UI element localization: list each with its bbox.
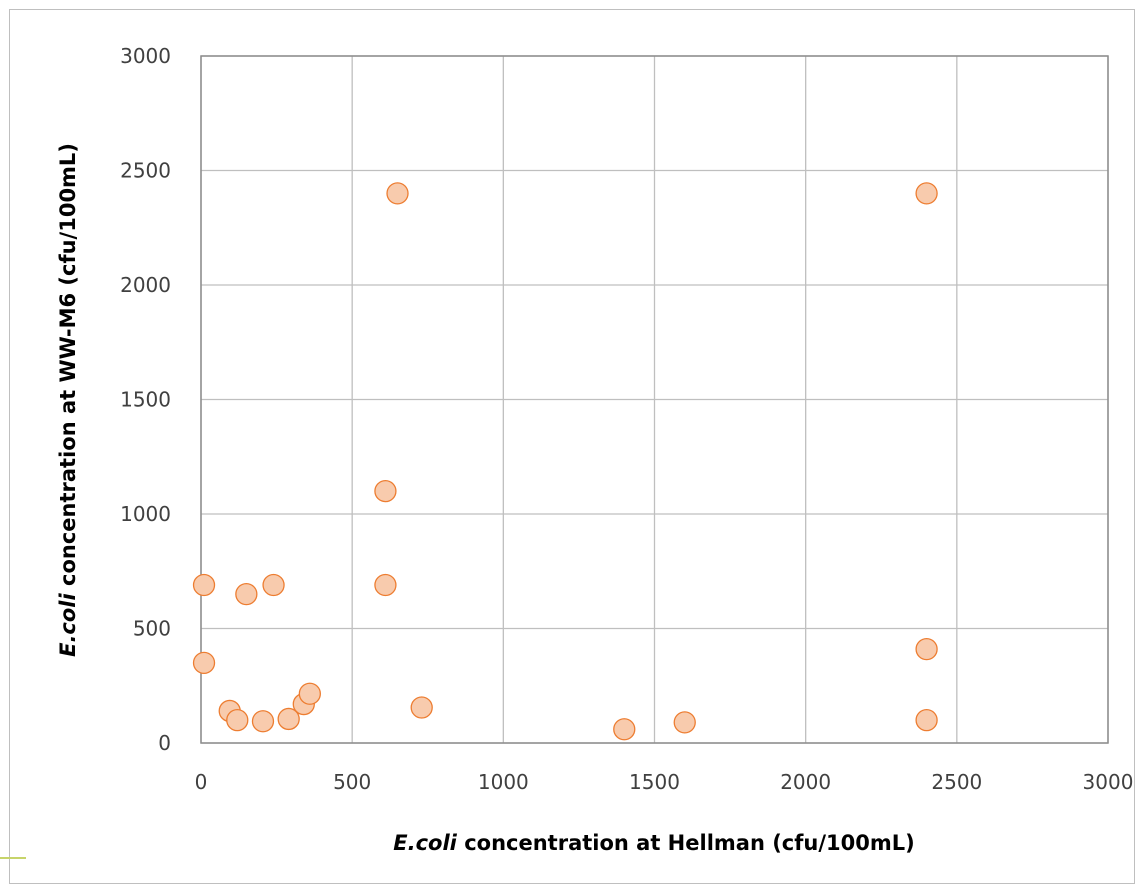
y-tick-label: 1000 <box>120 502 171 526</box>
x-tick-labels: 0 500 1000 1500 2000 2500 3000 <box>195 770 1134 794</box>
x-tick-label: 1500 <box>629 770 680 794</box>
y-tick-label: 0 <box>158 731 171 755</box>
data-point <box>673 711 696 734</box>
y-tick-label: 1500 <box>120 388 171 412</box>
x-tick-label: 500 <box>333 770 371 794</box>
y-axis-title-italic: E.coli <box>56 593 80 657</box>
data-point <box>915 637 938 661</box>
data-points <box>192 182 938 741</box>
data-point <box>235 583 258 606</box>
y-tick-label: 2000 <box>120 273 171 297</box>
y-tick-label: 3000 <box>120 44 171 68</box>
x-axis-title-italic: E.coli <box>393 831 457 855</box>
y-tick-label: 500 <box>133 617 171 641</box>
data-point <box>192 651 216 674</box>
x-tick-label: 1000 <box>478 770 529 794</box>
data-point <box>410 696 433 719</box>
data-point <box>374 479 397 503</box>
data-point <box>915 708 938 732</box>
x-tick-label: 2500 <box>931 770 982 794</box>
data-point <box>251 710 275 733</box>
data-point <box>192 573 216 597</box>
chart-frame <box>9 9 1135 884</box>
data-point <box>915 182 938 205</box>
x-tick-label: 2000 <box>780 770 831 794</box>
data-point <box>277 707 300 731</box>
y-axis-title-rest: concentration at WW-M6 (cfu/100mL) <box>56 143 80 593</box>
data-point <box>262 573 285 597</box>
y-tick-label: 2500 <box>120 159 171 183</box>
x-axis-title: E.coli concentration at Hellman (cfu/100… <box>393 831 914 855</box>
y-tick-labels: 0 500 1000 1500 2000 2500 3000 <box>120 44 171 755</box>
x-axis-title-rest: concentration at Hellman (cfu/100mL) <box>457 831 915 855</box>
data-point <box>298 682 321 705</box>
x-tick-label: 0 <box>195 770 208 794</box>
grid-lines <box>200 55 1109 744</box>
data-point <box>386 182 409 205</box>
data-point <box>226 708 249 732</box>
data-point <box>374 573 397 597</box>
y-axis-title: E.coli concentration at WW-M6 (cfu/100mL… <box>56 143 80 657</box>
data-point <box>613 718 636 741</box>
accent-line <box>0 857 26 859</box>
plot-area <box>200 55 1109 744</box>
x-tick-label: 3000 <box>1083 770 1134 794</box>
